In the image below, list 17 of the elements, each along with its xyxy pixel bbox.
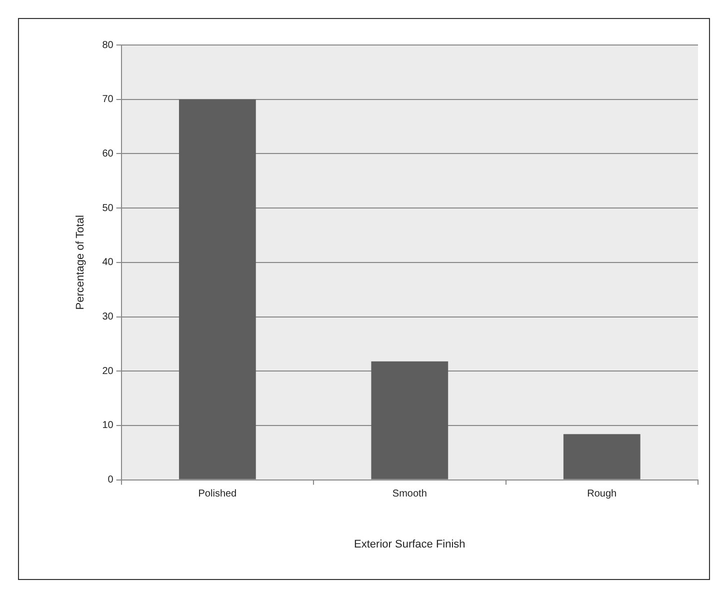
- x-tick-label: Smooth: [392, 488, 427, 500]
- y-tick-label: 70: [102, 94, 114, 106]
- y-tick-label: 30: [102, 312, 114, 322]
- y-tick-label: 80: [102, 40, 114, 51]
- x-tick-label: Rough: [587, 488, 617, 500]
- y-axis-title: Percentage of Total: [74, 215, 87, 310]
- y-tick-label: 0: [108, 474, 114, 486]
- bar: [563, 434, 640, 480]
- y-tick-label: 20: [102, 366, 114, 377]
- y-tick-label: 10: [102, 420, 114, 432]
- bar: [371, 361, 448, 480]
- x-axis-title: Exterior Surface Finish: [354, 538, 466, 550]
- y-tick-label: 60: [102, 148, 114, 160]
- x-tick-label: Polished: [198, 488, 237, 500]
- bar: [178, 99, 256, 480]
- y-tick-label: 40: [102, 257, 114, 268]
- y-tick-label: 50: [102, 202, 114, 214]
